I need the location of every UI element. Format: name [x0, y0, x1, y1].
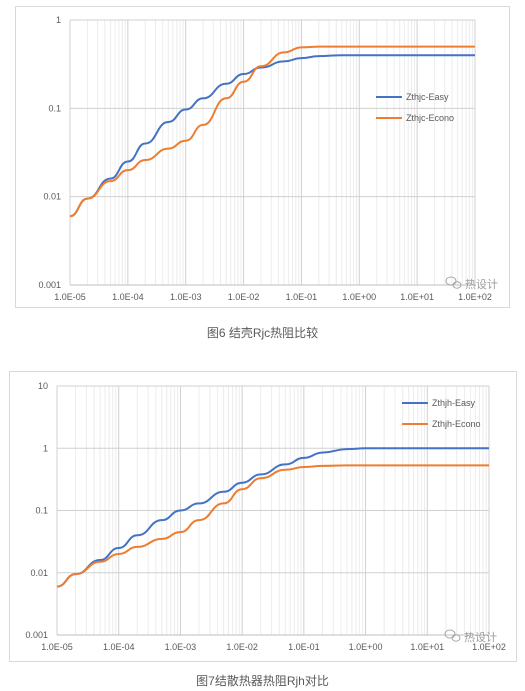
y-tick-label: 0.1: [35, 506, 48, 516]
y-tick-label: 0.01: [43, 192, 61, 202]
x-tick-label: 1.0E+01: [400, 292, 434, 302]
y-tick-label: 0.01: [30, 568, 48, 578]
y-tick-label: 0.001: [25, 630, 48, 640]
x-tick-label: 1.0E+02: [472, 642, 506, 652]
legend-label: Zthjh-Easy: [432, 398, 476, 408]
x-tick-label: 1.0E-05: [54, 292, 86, 302]
figure-7-caption: 图7结散热器热阻Rjh对比: [196, 674, 329, 688]
x-tick-label: 1.0E-04: [112, 292, 144, 302]
series-line-zthjc-easy: [69, 54, 475, 218]
watermark: 热设计: [444, 629, 497, 644]
y-tick-label: 1: [43, 443, 48, 453]
x-tick-label: 1.0E-01: [288, 642, 320, 652]
series-line-zthjh-easy: [56, 447, 489, 588]
watermark-text: 热设计: [465, 278, 498, 291]
x-tick-label: 1.0E+02: [458, 292, 492, 302]
x-tick-label: 1.0E+00: [349, 642, 383, 652]
watermark-text: 热设计: [464, 631, 497, 644]
x-tick-label: 1.0E+00: [342, 292, 376, 302]
watermark: 热设计: [445, 276, 498, 291]
x-tick-label: 1.0E-04: [103, 642, 135, 652]
y-tick-label: 0.001: [38, 280, 61, 290]
legend-label: Zthjc-Econo: [406, 113, 454, 123]
x-tick-label: 1.0E-03: [170, 292, 202, 302]
legend-label: Zthjc-Easy: [406, 92, 449, 102]
x-tick-label: 1.0E-05: [41, 642, 73, 652]
series-line-zthjh-econo: [56, 464, 489, 588]
x-tick-label: 1.0E+01: [410, 642, 444, 652]
y-tick-label: 1: [56, 15, 61, 25]
legend-label: Zthjh-Econo: [432, 419, 481, 429]
x-tick-label: 1.0E-01: [286, 292, 318, 302]
x-tick-label: 1.0E-02: [228, 292, 260, 302]
x-tick-label: 1.0E-03: [165, 642, 197, 652]
chart-zthjh: 10 1 0.1 0.01 0.001 1.0E-05 1.0E-04 1.0E-03 1.0E…: [9, 371, 517, 662]
series-line-zthjc-econo: [69, 45, 475, 218]
wechat-logo-icon: [444, 629, 456, 639]
chart-zthjc: 1 0.1 0.01 0.001 1.0E-05 1.0E-04 1.0E-03 1.0E-0…: [15, 6, 510, 308]
wechat-logo-icon: [445, 276, 457, 286]
y-tick-label: 10: [38, 381, 48, 391]
wechat-logo-icon: [451, 634, 461, 642]
y-tick-label: 0.1: [48, 103, 61, 113]
x-tick-label: 1.0E-02: [226, 642, 258, 652]
chart-zthjh-canvas: 10 1 0.1 0.01 0.001 1.0E-05 1.0E-04 1.0E-03 1.0E…: [25, 381, 506, 652]
wechat-logo-icon: [452, 281, 462, 289]
chart-zthjc-canvas: 1 0.1 0.01 0.001 1.0E-05 1.0E-04 1.0E-03 1.0E-0…: [38, 15, 498, 302]
figure-6-caption: 图6 结壳Rjc热阻比较: [206, 326, 319, 340]
